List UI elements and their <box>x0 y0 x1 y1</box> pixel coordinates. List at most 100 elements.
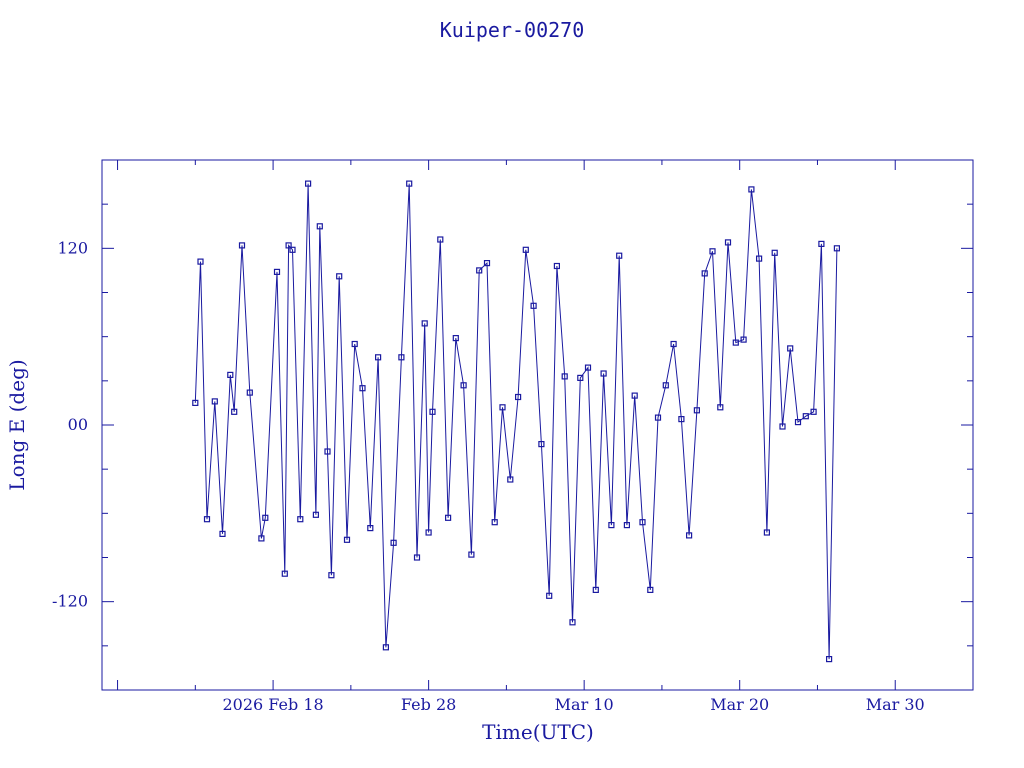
data-point <box>476 267 483 274</box>
data-point <box>421 320 428 327</box>
data-point <box>802 413 809 420</box>
data-point <box>262 514 269 521</box>
data-point <box>522 246 529 253</box>
data-point <box>460 382 467 389</box>
data-point <box>211 398 218 405</box>
data-point <box>192 399 199 406</box>
y-tick-label: -120 <box>52 592 88 611</box>
data-point <box>429 408 436 415</box>
data-point <box>546 592 553 599</box>
data-point <box>647 586 654 594</box>
data-point <box>771 249 778 256</box>
data-point <box>425 529 432 536</box>
data-point <box>238 242 246 249</box>
data-point <box>413 554 421 561</box>
data-point <box>600 370 607 377</box>
data-point <box>569 619 576 626</box>
data-point <box>810 408 817 415</box>
data-point <box>289 246 296 253</box>
data-point <box>468 551 475 558</box>
data-point <box>662 382 669 389</box>
x-tick-label: Mar 30 <box>866 695 925 714</box>
data-point <box>701 270 708 277</box>
data-point <box>324 448 331 455</box>
data-point <box>406 180 413 187</box>
data-point <box>197 258 204 265</box>
data-point <box>732 339 739 346</box>
data-point <box>382 644 389 651</box>
data-point <box>312 511 319 518</box>
data-point <box>507 476 514 483</box>
data-point <box>483 260 491 267</box>
data-point <box>608 521 615 529</box>
data-trace <box>192 180 841 663</box>
data-point <box>717 404 724 411</box>
data-point <box>499 404 506 411</box>
data-point <box>316 223 323 230</box>
data-point <box>437 236 444 243</box>
data-point <box>763 529 771 536</box>
data-point <box>343 536 351 543</box>
data-point <box>231 408 238 415</box>
x-tick-label: Mar 20 <box>710 695 769 714</box>
data-point <box>375 354 382 361</box>
plot-frame <box>101 159 974 691</box>
data-point <box>631 392 638 399</box>
data-point <box>445 514 452 521</box>
data-point <box>748 186 755 193</box>
data-point <box>328 572 335 579</box>
data-point <box>530 302 537 309</box>
data-point <box>794 419 802 426</box>
data-point <box>561 373 568 380</box>
data-point <box>709 248 716 255</box>
data-point <box>398 354 405 361</box>
data-point <box>639 519 646 526</box>
data-point <box>538 441 545 448</box>
x-axis-label: Time(UTC) <box>482 720 594 744</box>
data-point <box>833 245 841 252</box>
data-point <box>336 273 343 280</box>
data-point <box>491 519 498 526</box>
data-point <box>693 407 701 414</box>
y-tick-label: 00 <box>68 415 88 434</box>
data-point <box>685 532 693 539</box>
data-point <box>281 570 288 577</box>
y-axis-label: Long E (deg) <box>5 359 29 490</box>
data-point <box>779 423 786 430</box>
data-point <box>553 262 561 270</box>
series-line <box>194 183 838 660</box>
data-point <box>592 586 599 594</box>
data-point <box>219 530 226 538</box>
data-point <box>577 374 584 381</box>
x-tick-label: 2026 Feb 18 <box>222 695 323 714</box>
data-point <box>818 240 825 247</box>
axis-ticks: 2026 Feb 18 Feb 28 Mar 10 Mar 20 Mar 30 120 00… <box>52 159 974 714</box>
data-point <box>258 535 265 542</box>
data-point <box>367 524 374 532</box>
data-point <box>623 521 631 529</box>
data-point <box>755 255 763 262</box>
x-tick-label: Feb 28 <box>401 695 456 714</box>
data-point <box>584 364 592 371</box>
chart-title: Kuiper-00270 <box>440 18 585 42</box>
data-point <box>825 655 833 663</box>
data-point <box>227 371 234 378</box>
data-point <box>285 242 292 249</box>
data-point <box>740 336 747 343</box>
data-point <box>273 268 281 275</box>
data-point <box>305 180 312 187</box>
data-point <box>724 239 732 246</box>
data-point <box>297 516 304 523</box>
data-point <box>787 345 794 352</box>
data-point <box>616 252 623 259</box>
data-point <box>678 416 685 423</box>
data-point <box>514 393 522 401</box>
data-point <box>390 539 397 546</box>
data-point <box>452 335 459 342</box>
data-point <box>203 516 211 523</box>
data-point <box>670 340 677 348</box>
data-point <box>246 389 253 396</box>
data-point <box>359 385 366 392</box>
data-point <box>654 414 662 421</box>
